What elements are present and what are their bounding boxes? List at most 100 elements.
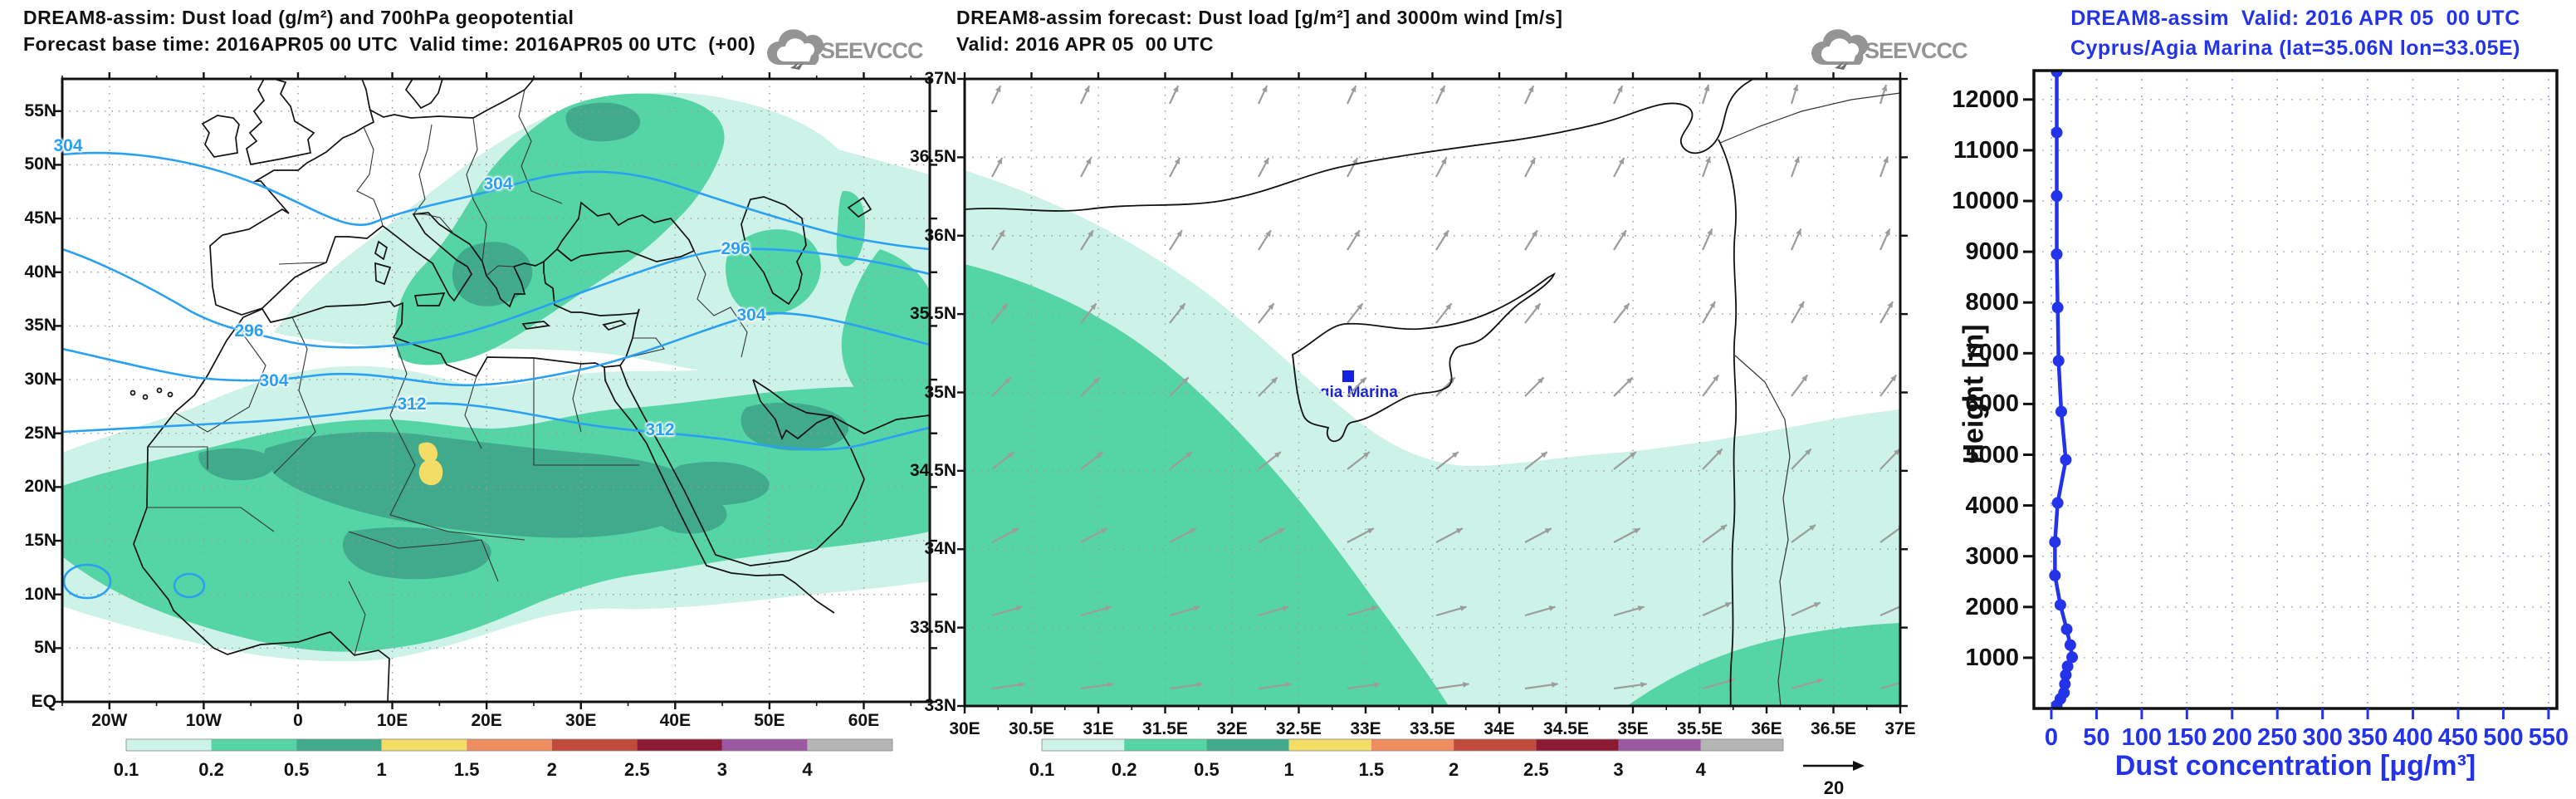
colorbar-segment [1700,739,1783,751]
left-map-y-tick-label: 35N [24,316,56,336]
colorbar-label: 0.2 [198,759,224,780]
dust-profile-point [2058,687,2070,699]
dust-profile-point [2051,189,2063,202]
profile-y-tick-label: 7000 [1965,340,2019,367]
dust-profile-point [2051,301,2064,314]
dust-profile-point [2060,453,2072,466]
colorbar-label: 4 [1695,759,1706,780]
dust-profile-point [2055,405,2067,418]
dust-profile-point [2061,660,2074,673]
dust-area-green-southeast [1627,623,1900,706]
middle-map-y-tick-label: 37N [924,69,956,88]
contour-304-north [62,151,930,251]
middle-map-x-tick-label: 34E [1484,719,1515,738]
middle-map-y-tick-label: 36.5N [909,147,956,167]
left-map-y-tick-label: 5N [34,638,56,658]
profile-curve [2049,71,2079,708]
coastlines-left [130,79,930,702]
middle-map-subtitle: Valid: 2016 APR 05 00 UTC [956,33,1215,55]
geopotential-contour-label: 304 [53,136,83,155]
left-map-x-tick-label: 40E [659,711,691,730]
left-map-x-tick-label: 30E [565,711,597,730]
wind-reference-arrow [1803,761,1865,771]
colorbar-segment [211,739,297,751]
seevccc-cloud-icon-middle [1811,29,1869,70]
contour-closed-gambia [173,572,206,599]
coast-arabia [619,365,865,566]
island-sardinia [374,262,392,286]
dust-load-shading-middle [965,170,1900,706]
middle-map-x-tick-label: 34.5E [1543,719,1589,738]
colorbar-segment [721,739,808,751]
coast-syria-lebanon [1718,139,1738,706]
left-map-subtitle: Forecast base time: 2016APR05 00 UTC Val… [23,33,756,55]
dust-profile-line [2053,71,2075,707]
left-map-y-tick-label: 20N [24,477,56,497]
geopotential-contour-label: 296 [721,239,750,258]
left-map-y-tick-label: 30N [24,370,56,390]
profile-y-tick-label: 11000 [1953,136,2019,164]
left-map-x-tick-label: 50E [754,711,785,730]
profile-y-tick-label: 1000 [1965,644,2019,671]
coast-france-northsea [222,79,375,236]
colorbar-label: 1 [1283,759,1294,780]
border-turkey-syria [1719,92,1900,144]
coast-caspian [741,196,807,306]
colorbar-label: 2.5 [624,759,650,780]
dust-profile-point [2051,126,2063,139]
profile-x-tick-label: 100 [2121,724,2163,751]
profile-title: DREAM8-assim Valid: 2016 APR 05 00 UTC [2070,7,2520,30]
coast-levant-anatolia [543,248,640,366]
colorbar-label: 3 [1613,759,1624,780]
colorbar-label: 0.5 [1194,759,1220,780]
colorbar-label: 0.2 [1111,759,1137,780]
profile-x-tick-label: 300 [2302,724,2343,751]
coast-iberia-italy-greece [209,212,545,316]
dust-area-green-southwest [965,264,1449,706]
colorbar-label: 1.5 [453,759,480,780]
colorbar-segment [807,739,892,751]
coast-persian-gulf-north [752,379,930,434]
colorbar-segment [381,739,467,751]
island-corsica [374,240,388,261]
middle-map-title: DREAM8-assim forecast: Dust load [g/m²] … [956,7,1563,28]
profile-y-tick-label: 5000 [1965,441,2019,468]
coast-aral [847,196,873,218]
colorbar-label: 2 [1448,759,1459,780]
colorbar-label: 1.5 [1358,759,1385,780]
profile-y-tick-label: 4000 [1965,492,2019,519]
middle-map-x-tick-label: 31.5E [1142,719,1188,738]
profile-y-tick-label: 12000 [1952,86,2019,113]
left-map-x-tick-label: 10W [185,711,222,730]
colorbar-segment [1618,739,1701,751]
middle-map-y-tick-label: 35N [924,382,956,402]
dust-profile-point [2052,355,2065,367]
island-canary-1 [130,390,136,396]
wind-arrows [991,84,1900,690]
coastlines-middle [965,79,1754,706]
middle-map-x-tick-label: 35E [1617,719,1649,738]
colorbar-segment [1288,739,1371,751]
coast-britain [246,79,315,165]
coast-africa [133,301,621,702]
geopotential-contours [62,151,930,600]
middle-map-x-tick-label: 32E [1216,719,1248,738]
dust-profile-point [2059,678,2071,690]
profile-x-tick-label: 150 [2167,724,2207,751]
dust-area-dark-sudan [668,462,770,506]
geopotential-contour-label: 304 [736,306,766,325]
profile-y-tick-label: 2000 [1965,593,2019,620]
left-map-y-tick-label: 45N [24,208,56,228]
dust-profile-point [2066,651,2079,664]
profile-x-tick-label: 0 [2044,724,2059,751]
middle-map-x-tick-label: 36.5E [1811,719,1856,738]
seevccc-logo-text-middle: SEEVCCC [1865,38,1968,63]
dust-area-yellow-spot-large [418,459,443,486]
colorbar-label: 1 [376,759,387,780]
middle-map-x-tick-label: 37E [1884,719,1916,738]
contour-312 [62,402,930,451]
middle-map-ticks [957,72,1908,713]
contour-296 [62,248,930,349]
